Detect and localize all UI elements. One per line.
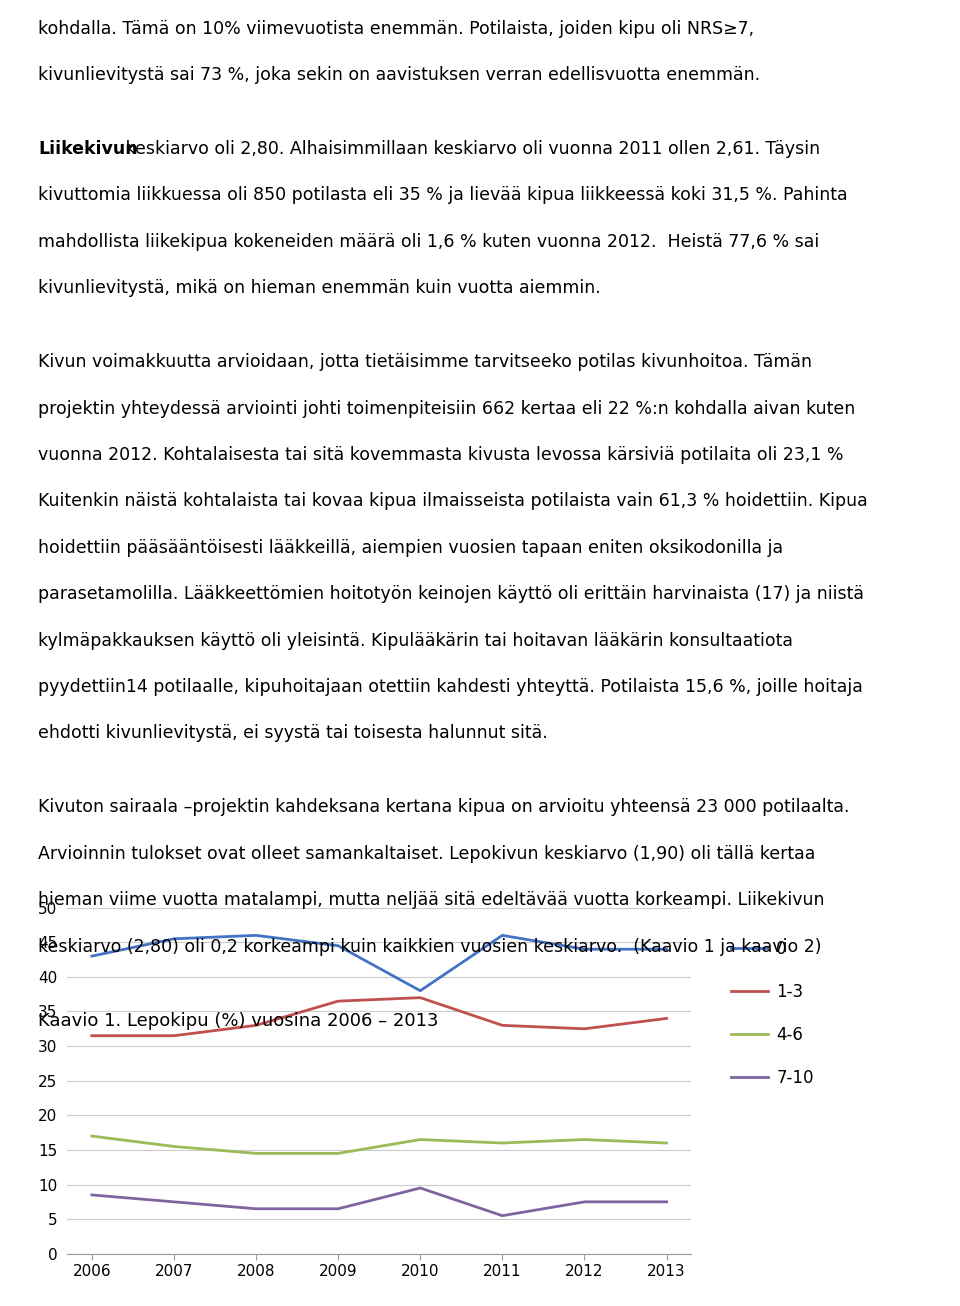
Line: 4-6: 4-6 (92, 1136, 666, 1153)
0 (579, 942, 590, 957)
7-10 (332, 1202, 344, 1217)
1-3 (86, 1028, 98, 1043)
1-3 (579, 1021, 590, 1037)
Text: vuonna 2012. Kohtalaisesta tai sitä kovemmasta kivusta levossa kärsiviä potilait: vuonna 2012. Kohtalaisesta tai sitä kove… (38, 447, 844, 464)
Text: kivuttomia liikkuessa oli 850 potilasta eli 35 % ja lievää kipua liikkeessä koki: kivuttomia liikkuessa oli 850 potilasta … (38, 187, 848, 205)
Text: keskiarvo oli 2,80. Alhaisimmillaan keskiarvo oli vuonna 2011 ollen 2,61. Täysin: keskiarvo oli 2,80. Alhaisimmillaan kesk… (120, 140, 820, 158)
Text: keskiarvo (2,80) oli 0,2 korkeampi kuin kaikkien vuosien keskiarvo.  (Kaavio 1 j: keskiarvo (2,80) oli 0,2 korkeampi kuin … (38, 938, 822, 956)
4-6 (332, 1145, 344, 1161)
Line: 0: 0 (92, 935, 666, 991)
4-6 (86, 1128, 98, 1144)
0 (415, 983, 426, 999)
Text: ehdotti kivunlievitystä, ei syystä tai toisesta halunnut sitä.: ehdotti kivunlievitystä, ei syystä tai t… (38, 725, 548, 742)
Text: Liikekivun: Liikekivun (38, 140, 138, 158)
7-10 (251, 1202, 262, 1217)
Text: kylmäpakkauksen käyttö oli yleisintä. Kipulääkärin tai hoitavan lääkärin konsult: kylmäpakkauksen käyttö oli yleisintä. Ki… (38, 632, 793, 649)
0 (251, 927, 262, 943)
7-10 (660, 1194, 672, 1209)
Text: Kaavio 1. Lepokipu (%) vuosina 2006 – 2013: Kaavio 1. Lepokipu (%) vuosina 2006 – 20… (38, 1012, 439, 1029)
Text: projektin yhteydessä arviointi johti toimenpiteisiin 662 kertaa eli 22 %:n kohda: projektin yhteydessä arviointi johti toi… (38, 400, 855, 418)
1-3 (660, 1011, 672, 1027)
Text: mahdollista liikekipua kokeneiden määrä oli 1,6 % kuten vuonna 2012.  Heistä 77,: mahdollista liikekipua kokeneiden määrä … (38, 232, 820, 251)
7-10 (168, 1194, 180, 1209)
Line: 7-10: 7-10 (92, 1188, 666, 1216)
4-6 (496, 1135, 508, 1151)
0 (168, 931, 180, 947)
0 (660, 942, 672, 957)
Text: parasetamolilla. Lääkkeettömien hoitotyön keinojen käyttö oli erittäin harvinais: parasetamolilla. Lääkkeettömien hoitotyö… (38, 585, 864, 603)
Text: kohdalla. Tämä on 10% viimevuotista enemmän. Potilaista, joiden kipu oli NRS≥7,: kohdalla. Tämä on 10% viimevuotista enem… (38, 20, 755, 38)
Text: Kuitenkin näistä kohtalaista tai kovaa kipua ilmaisseista potilaista vain 61,3 %: Kuitenkin näistä kohtalaista tai kovaa k… (38, 492, 868, 511)
Text: hoidettiin pääsääntöisesti lääkkeillä, aiempien vuosien tapaan eniten oksikodoni: hoidettiin pääsääntöisesti lääkkeillä, a… (38, 539, 783, 556)
4-6 (415, 1132, 426, 1148)
Text: Kivun voimakkuutta arvioidaan, jotta tietäisimme tarvitseeko potilas kivunhoitoa: Kivun voimakkuutta arvioidaan, jotta tie… (38, 354, 812, 371)
Text: pyydettiin14 potilaalle, kipuhoitajaan otettiin kahdesti yhteyttä. Potilaista 15: pyydettiin14 potilaalle, kipuhoitajaan o… (38, 678, 863, 696)
7-10 (86, 1187, 98, 1203)
4-6 (168, 1139, 180, 1155)
7-10 (496, 1208, 508, 1224)
1-3 (168, 1028, 180, 1043)
4-6 (660, 1135, 672, 1151)
Text: Arvioinnin tulokset ovat olleet samankaltaiset. Lepokivun keskiarvo (1,90) oli t: Arvioinnin tulokset ovat olleet samankal… (38, 845, 816, 863)
Line: 1-3: 1-3 (92, 998, 666, 1036)
0 (332, 938, 344, 953)
Text: hieman viime vuotta matalampi, mutta neljää sitä edeltävää vuotta korkeampi. Lii: hieman viime vuotta matalampi, mutta nel… (38, 891, 825, 909)
1-3 (496, 1017, 508, 1033)
0 (496, 927, 508, 943)
4-6 (579, 1132, 590, 1148)
7-10 (415, 1181, 426, 1196)
1-3 (332, 994, 344, 1010)
Legend: 0, 1-3, 4-6, 7-10: 0, 1-3, 4-6, 7-10 (725, 934, 821, 1093)
Text: kivunlievitystä, mikä on hieman enemmän kuin vuotta aiemmin.: kivunlievitystä, mikä on hieman enemmän … (38, 279, 601, 298)
4-6 (251, 1145, 262, 1161)
7-10 (579, 1194, 590, 1209)
0 (86, 948, 98, 964)
Text: kivunlievitystä sai 73 %, joka sekin on aavistuksen verran edellisvuotta enemmän: kivunlievitystä sai 73 %, joka sekin on … (38, 65, 760, 84)
1-3 (251, 1017, 262, 1033)
Text: Kivuton sairaala –projektin kahdeksana kertana kipua on arvioitu yhteensä 23 000: Kivuton sairaala –projektin kahdeksana k… (38, 798, 850, 816)
1-3 (415, 990, 426, 1006)
